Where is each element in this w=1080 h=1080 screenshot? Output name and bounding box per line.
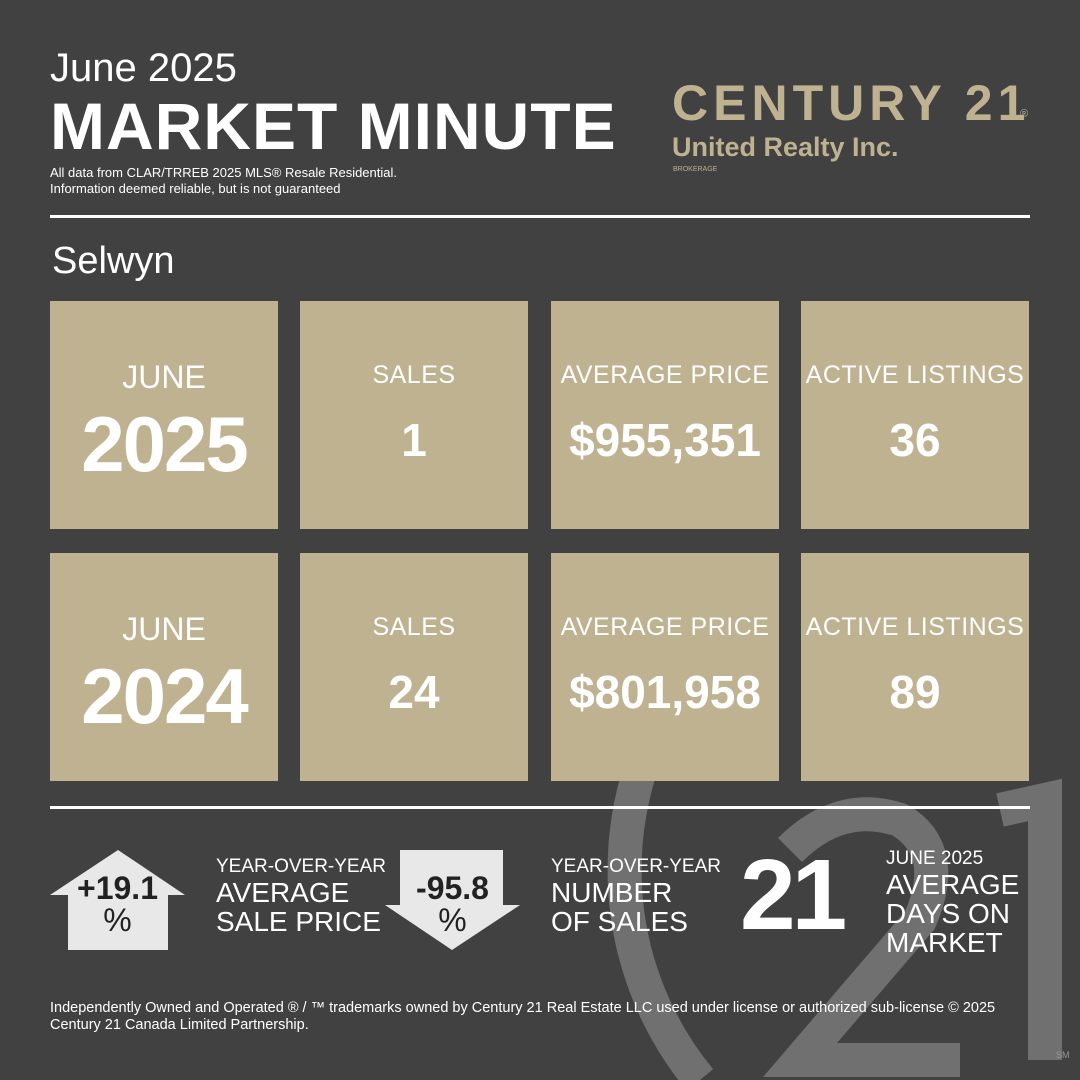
divider [50, 806, 1030, 809]
stat-label: AVERAGE PRICE [560, 361, 770, 389]
divider [50, 215, 1030, 218]
stat-tile: AVERAGE PRICE $801,958 [551, 553, 779, 781]
stat-label: ACTIVE LISTINGS [805, 613, 1025, 641]
change-unit: % [103, 902, 132, 938]
area-name: Selwyn [52, 240, 175, 282]
stat-tile: ACTIVE LISTINGS 89 [801, 553, 1029, 781]
period-tile: JUNE 2024 [50, 553, 278, 781]
label-line: YEAR-OVER-YEAR [216, 856, 386, 877]
price-change-label: YEAR-OVER-YEAR AVERAGE SALE PRICE [216, 856, 386, 936]
down-arrow [385, 850, 520, 950]
footer: Independently Owned and Operated ® / ™ t… [50, 1000, 996, 1033]
logo-brand: CENTURY 21 [672, 75, 1031, 131]
label-line: MARKET [886, 927, 1003, 958]
up-arrow [50, 850, 185, 950]
stat-tile: AVERAGE PRICE $955,351 [551, 301, 779, 529]
label-line: DAYS ON [886, 898, 1010, 929]
period-year: 2025 [81, 400, 249, 488]
period-month: JUNE [122, 359, 206, 395]
stat-value: 36 [889, 414, 941, 466]
period-month: JUNE [122, 611, 206, 647]
sales-change-label: YEAR-OVER-YEAR NUMBER OF SALES [551, 856, 721, 936]
days-on-market-value: 21 [740, 839, 847, 951]
change-value: -95.8 [416, 870, 489, 906]
label-line: OF SALES [551, 906, 688, 937]
source-line: All data from CLAR/TRREB 2025 MLS® Resal… [50, 165, 398, 180]
stat-value: $955,351 [569, 414, 761, 466]
label-line: NUMBER [551, 877, 673, 908]
logo-registered: ® [1020, 108, 1029, 120]
stat-tile: SALES 1 [300, 301, 528, 529]
stat-value: 24 [388, 666, 440, 718]
stat-value: 89 [889, 666, 941, 718]
stat-label: SALES [372, 361, 456, 389]
stat-label: SALES [372, 613, 456, 641]
change-value: +19.1 [77, 870, 158, 906]
header-title: MARKET MINUTE [50, 89, 617, 163]
logo-brokerage: BROKERAGE [673, 166, 718, 173]
price-change: +19.1 % [50, 872, 185, 936]
stat-label: AVERAGE PRICE [560, 613, 770, 641]
days-on-market-label: JUNE 2025 AVERAGE DAYS ON MARKET [886, 848, 1019, 957]
logo-office: United Realty Inc. [672, 132, 899, 162]
source-note: All data from CLAR/TRREB 2025 MLS® Resal… [50, 165, 397, 197]
label-line: JUNE 2025 [886, 848, 984, 869]
label-line: SALE PRICE [216, 906, 381, 937]
period-year: 2024 [81, 652, 249, 740]
period-tile: JUNE 2025 [50, 301, 278, 529]
change-unit: % [438, 902, 467, 938]
watermark-two [763, 797, 960, 1077]
service-mark: SM [1056, 1050, 1070, 1060]
source-line: Information deemed reliable, but is not … [50, 181, 341, 196]
label-line: YEAR-OVER-YEAR [551, 856, 721, 877]
stat-label: ACTIVE LISTINGS [805, 361, 1025, 389]
header-month: June 2025 [50, 46, 237, 90]
stat-value: 1 [401, 414, 427, 466]
stat-value: $801,958 [569, 666, 761, 718]
sales-change: -95.8 % [385, 872, 520, 936]
label-line: AVERAGE [216, 877, 350, 908]
stat-tile: SALES 24 [300, 553, 528, 781]
label-line: AVERAGE [886, 869, 1020, 900]
stat-tile: ACTIVE LISTINGS 36 [801, 301, 1029, 529]
